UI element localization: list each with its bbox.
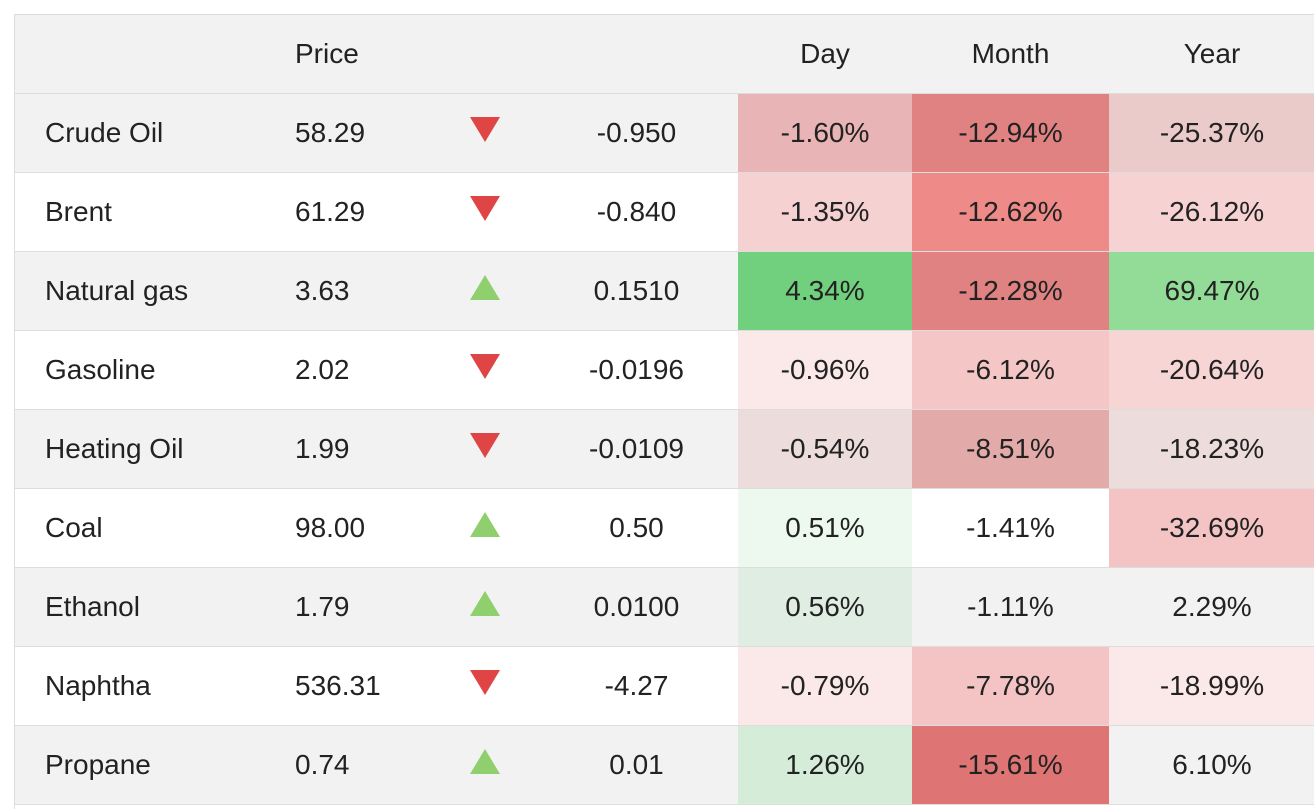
- month-change-cell: -7.78%: [912, 646, 1109, 726]
- year-change-cell: -32.69%: [1109, 488, 1314, 568]
- triangle-down-icon: [470, 433, 500, 458]
- month-change-cell: -6.12%: [912, 330, 1109, 410]
- table-row[interactable]: Ethanol 1.79 0.0100 0.56% -1.11% 2.29%: [15, 567, 1314, 647]
- table-row[interactable]: Crude Oil 58.29 -0.950 -1.60% -12.94% -25.37%: [15, 93, 1314, 173]
- year-change-cell: -20.64%: [1109, 330, 1314, 410]
- commodity-name-link[interactable]: Brent: [15, 172, 265, 252]
- table-row[interactable]: Naphtha 536.31 -4.27 -0.79% -7.78% -18.99%: [15, 646, 1314, 726]
- direction-cell: [435, 330, 535, 410]
- table-row[interactable]: Propane 0.74 0.01 1.26% -15.61% 6.10%: [15, 725, 1314, 805]
- year-change-cell: -25.37%: [1109, 93, 1314, 173]
- table-row[interactable]: Natural gas 3.63 0.1510 4.34% -12.28% 69.47%: [15, 251, 1314, 331]
- day-change-cell: -0.54%: [738, 409, 912, 489]
- triangle-up-icon: [470, 591, 500, 616]
- header-change[interactable]: [535, 15, 738, 94]
- direction-cell: [435, 409, 535, 489]
- change-cell: -0.950: [535, 93, 738, 173]
- day-change-cell: -0.96%: [738, 330, 912, 410]
- direction-cell: [435, 93, 535, 173]
- price-cell: 2.02: [265, 330, 435, 410]
- change-cell: -0.840: [535, 172, 738, 252]
- direction-cell: [435, 488, 535, 568]
- table-row[interactable]: Brent 61.29 -0.840 -1.35% -12.62% -26.12%: [15, 172, 1314, 252]
- month-change-cell: -12.28%: [912, 251, 1109, 331]
- triangle-down-icon: [470, 670, 500, 695]
- commodities-table: Price Day Month Year Crude Oil 58.29 -0.95…: [15, 15, 1314, 805]
- month-change-cell: -12.62%: [912, 172, 1109, 252]
- commodities-table-container: Price Day Month Year Crude Oil 58.29 -0.95…: [14, 14, 1314, 809]
- day-change-cell: 0.51%: [738, 488, 912, 568]
- direction-cell: [435, 725, 535, 805]
- price-cell: 98.00: [265, 488, 435, 568]
- triangle-down-icon: [470, 196, 500, 221]
- price-cell: 58.29: [265, 93, 435, 173]
- commodity-name-link[interactable]: Naphtha: [15, 646, 265, 726]
- year-change-cell: -18.23%: [1109, 409, 1314, 489]
- triangle-up-icon: [470, 749, 500, 774]
- header-day[interactable]: Day: [738, 15, 912, 94]
- month-change-cell: -8.51%: [912, 409, 1109, 489]
- triangle-up-icon: [470, 512, 500, 537]
- change-cell: 0.0100: [535, 567, 738, 647]
- year-change-cell: 2.29%: [1109, 567, 1314, 647]
- year-change-cell: 6.10%: [1109, 725, 1314, 805]
- change-cell: 0.50: [535, 488, 738, 568]
- change-cell: -0.0109: [535, 409, 738, 489]
- table-row[interactable]: Coal 98.00 0.50 0.51% -1.41% -32.69%: [15, 488, 1314, 568]
- year-change-cell: -18.99%: [1109, 646, 1314, 726]
- commodity-name-link[interactable]: Propane: [15, 725, 265, 805]
- commodity-name-link[interactable]: Gasoline: [15, 330, 265, 410]
- price-cell: 3.63: [265, 251, 435, 331]
- commodity-name-link[interactable]: Natural gas: [15, 251, 265, 331]
- day-change-cell: -0.79%: [738, 646, 912, 726]
- day-change-cell: 4.34%: [738, 251, 912, 331]
- month-change-cell: -12.94%: [912, 93, 1109, 173]
- header-year[interactable]: Year: [1109, 15, 1314, 94]
- price-cell: 1.79: [265, 567, 435, 647]
- table-row[interactable]: Heating Oil 1.99 -0.0109 -0.54% -8.51% -18.23…: [15, 409, 1314, 489]
- price-cell: 61.29: [265, 172, 435, 252]
- commodity-name-link[interactable]: Coal: [15, 488, 265, 568]
- day-change-cell: -1.60%: [738, 93, 912, 173]
- header-row: Price Day Month Year: [15, 15, 1314, 94]
- price-cell: 0.74: [265, 725, 435, 805]
- day-change-cell: 1.26%: [738, 725, 912, 805]
- triangle-down-icon: [470, 117, 500, 142]
- year-change-cell: 69.47%: [1109, 251, 1314, 331]
- header-direction: [435, 15, 535, 94]
- table-row[interactable]: Gasoline 2.02 -0.0196 -0.96% -6.12% -20.64%: [15, 330, 1314, 410]
- change-cell: 0.1510: [535, 251, 738, 331]
- direction-cell: [435, 646, 535, 726]
- month-change-cell: -15.61%: [912, 725, 1109, 805]
- header-month[interactable]: Month: [912, 15, 1109, 94]
- change-cell: -4.27: [535, 646, 738, 726]
- price-cell: 1.99: [265, 409, 435, 489]
- day-change-cell: -1.35%: [738, 172, 912, 252]
- triangle-down-icon: [470, 354, 500, 379]
- direction-cell: [435, 251, 535, 331]
- month-change-cell: -1.11%: [912, 567, 1109, 647]
- direction-cell: [435, 567, 535, 647]
- month-change-cell: -1.41%: [912, 488, 1109, 568]
- commodity-name-link[interactable]: Heating Oil: [15, 409, 265, 489]
- commodity-name-link[interactable]: Crude Oil: [15, 93, 265, 173]
- price-cell: 536.31: [265, 646, 435, 726]
- change-cell: 0.01: [535, 725, 738, 805]
- change-cell: -0.0196: [535, 330, 738, 410]
- commodity-name-link[interactable]: Ethanol: [15, 567, 265, 647]
- year-change-cell: -26.12%: [1109, 172, 1314, 252]
- direction-cell: [435, 172, 535, 252]
- day-change-cell: 0.56%: [738, 567, 912, 647]
- header-price[interactable]: Price: [265, 15, 435, 94]
- header-name[interactable]: [15, 15, 265, 94]
- triangle-up-icon: [470, 275, 500, 300]
